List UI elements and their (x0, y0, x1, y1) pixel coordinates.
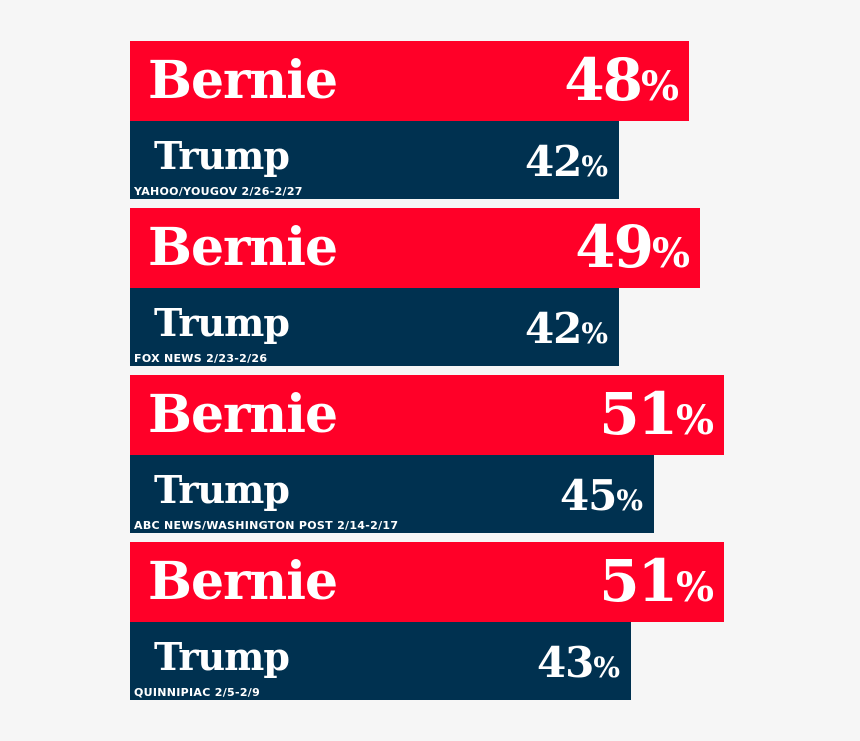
percent-sign: % (675, 397, 714, 444)
poll-source-label: QUINNIPIAC 2/5-2/9 (134, 686, 261, 699)
candidate-name-label: Trump (154, 133, 290, 178)
percent-sign: % (593, 651, 620, 684)
bar-candidate-b: Trump 42% FOX NEWS 2/23-2/26 (130, 288, 619, 366)
value-label: 45% (560, 475, 643, 517)
value-label: 42% (525, 308, 608, 350)
bar-candidate-a: Bernie 49% (130, 208, 700, 288)
percent-sign: % (675, 564, 714, 611)
value-number: 48 (564, 46, 643, 114)
percent-sign: % (651, 230, 690, 277)
bar-candidate-a: Bernie 51% (130, 542, 724, 622)
candidate-name-label: Trump (154, 634, 290, 679)
value-number: 42 (524, 137, 582, 186)
bar-candidate-b: Trump 45% ABC NEWS/WASHINGTON POST 2/14-2/… (130, 455, 654, 533)
percent-sign: % (581, 317, 608, 350)
poll-source-label: YAHOO/YOUGOV 2/26-2/27 (134, 185, 303, 198)
value-label: 43% (537, 642, 620, 684)
bar-candidate-a: Bernie 48% (130, 41, 689, 121)
value-number: 42 (524, 304, 582, 353)
bar-candidate-b: Trump 42% YAHOO/YOUGOV 2/26-2/27 (130, 121, 619, 199)
value-label: 51% (599, 385, 714, 444)
value-number: 45 (559, 471, 617, 520)
candidate-name-label: Bernie (148, 384, 338, 445)
value-number: 43 (536, 638, 594, 687)
value-number: 49 (575, 213, 654, 281)
percent-sign: % (616, 484, 643, 517)
candidate-name-label: Trump (154, 300, 290, 345)
value-label: 51% (599, 552, 714, 611)
poll-source-label: ABC NEWS/WASHINGTON POST 2/14-2/17 (134, 519, 399, 532)
value-label: 42% (525, 141, 608, 183)
candidate-name-label: Bernie (148, 217, 338, 278)
value-label: 49% (575, 218, 690, 277)
candidate-name-label: Trump (154, 467, 290, 512)
value-number: 51 (599, 380, 678, 448)
value-number: 51 (599, 547, 678, 615)
percent-sign: % (581, 150, 608, 183)
value-label: 48% (564, 51, 679, 110)
percent-sign: % (640, 63, 679, 110)
candidate-name-label: Bernie (148, 50, 338, 111)
bar-candidate-b: Trump 43% QUINNIPIAC 2/5-2/9 (130, 622, 631, 700)
candidate-name-label: Bernie (148, 551, 338, 612)
poll-source-label: FOX NEWS 2/23-2/26 (134, 352, 268, 365)
bar-candidate-a: Bernie 51% (130, 375, 724, 455)
